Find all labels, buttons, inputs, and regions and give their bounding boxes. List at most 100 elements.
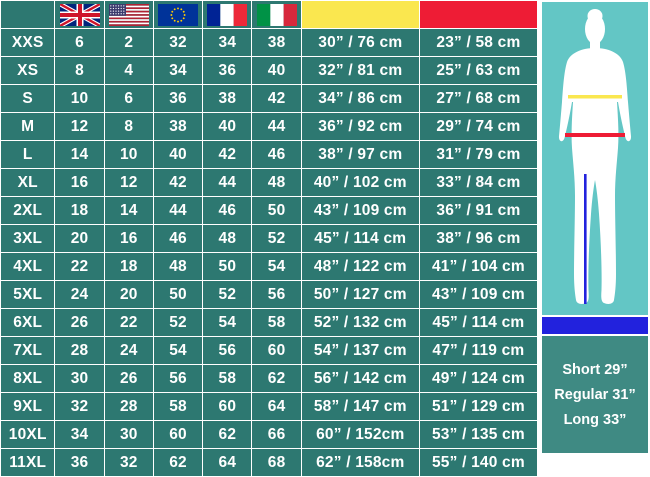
it-size-cell: 44 <box>252 113 301 140</box>
bust-measure-line <box>568 95 622 99</box>
measurement-guide-panel: Short 29” Regular 31” Long 33” <box>540 0 650 455</box>
fr-size-cell: 64 <box>203 449 252 476</box>
size-label-cell: 2XL <box>1 197 55 224</box>
uk-size-cell: 28 <box>55 337 104 364</box>
flag-fr-icon <box>207 3 248 26</box>
uk-size-cell: 36 <box>55 449 104 476</box>
uk-size-cell: 20 <box>55 225 104 252</box>
table-row: XXS 6 2 32 34 38 30” / 76 cm 23” / 58 cm <box>1 29 537 56</box>
waist-cell: 36” / 91 cm <box>419 197 537 224</box>
size-label-cell: 10XL <box>1 421 55 448</box>
it-size-cell: 68 <box>252 449 301 476</box>
eu-size-cell: 54 <box>153 337 203 364</box>
us-size-cell: 16 <box>104 225 153 252</box>
fr-size-cell: 48 <box>203 225 252 252</box>
uk-size-cell: 16 <box>55 169 104 196</box>
us-size-cell: 28 <box>104 393 153 420</box>
bust-cell: 62” / 158cm <box>301 449 419 476</box>
waist-cell: 41” / 104 cm <box>419 253 537 280</box>
table-row: 10XL 34 30 60 62 66 60” / 152cm 53” / 135 cm <box>1 421 537 448</box>
size-grid: XXS 6 2 32 34 38 30” / 76 cm 23” / 58 cm XS 8 4 34 3… <box>1 1 537 476</box>
us-size-cell: 20 <box>104 281 153 308</box>
it-size-cell: 58 <box>252 309 301 336</box>
it-size-cell: 62 <box>252 365 301 392</box>
it-size-cell: 42 <box>252 85 301 112</box>
uk-size-cell: 22 <box>55 253 104 280</box>
eu-size-cell: 50 <box>153 281 203 308</box>
eu-size-cell: 48 <box>153 253 203 280</box>
it-size-cell: 60 <box>252 337 301 364</box>
bust-cell: 54” / 137 cm <box>301 337 419 364</box>
bust-cell: 52” / 132 cm <box>301 309 419 336</box>
size-label-cell: 3XL <box>1 225 55 252</box>
size-label-cell: XXS <box>1 29 55 56</box>
eu-size-cell: 58 <box>153 393 203 420</box>
uk-size-cell: 14 <box>55 141 104 168</box>
us-size-cell: 2 <box>104 29 153 56</box>
fr-size-cell: 36 <box>203 57 252 84</box>
bust-cell: 60” / 152cm <box>301 421 419 448</box>
table-row: 8XL 30 26 56 58 62 56” / 142 cm 49” / 124 cm <box>1 365 537 392</box>
header-fr <box>203 1 252 28</box>
us-size-cell: 8 <box>104 113 153 140</box>
flag-uk-icon <box>59 3 100 26</box>
inseam-measure-line <box>584 174 587 304</box>
waist-cell: 33” / 84 cm <box>419 169 537 196</box>
uk-size-cell: 26 <box>55 309 104 336</box>
it-size-cell: 50 <box>252 197 301 224</box>
uk-size-cell: 30 <box>55 365 104 392</box>
bust-cell: 43” / 109 cm <box>301 197 419 224</box>
fr-size-cell: 38 <box>203 85 252 112</box>
bust-cell: 40” / 102 cm <box>301 169 419 196</box>
header-us <box>104 1 153 28</box>
inseam-option-short: Short 29” <box>562 361 628 378</box>
size-label-cell: S <box>1 85 55 112</box>
table-row: 5XL 24 20 50 52 56 50” / 127 cm 43” / 109 cm <box>1 281 537 308</box>
bust-cell: 36” / 92 cm <box>301 113 419 140</box>
eu-size-cell: 32 <box>153 29 203 56</box>
table-row: 6XL 26 22 52 54 58 52” / 132 cm 45” / 114 cm <box>1 309 537 336</box>
header-it <box>252 1 301 28</box>
bust-cell: 34” / 86 cm <box>301 85 419 112</box>
waist-cell: 53” / 135 cm <box>419 421 537 448</box>
us-size-cell: 10 <box>104 141 153 168</box>
header-uk <box>55 1 104 28</box>
size-label-cell: XS <box>1 57 55 84</box>
us-size-cell: 24 <box>104 337 153 364</box>
female-silhouette-icon <box>558 9 632 304</box>
header-corner-cell <box>1 1 55 28</box>
eu-size-cell: 60 <box>153 421 203 448</box>
it-size-cell: 48 <box>252 169 301 196</box>
eu-size-cell: 46 <box>153 225 203 252</box>
us-size-cell: 12 <box>104 169 153 196</box>
us-size-cell: 14 <box>104 197 153 224</box>
waist-header-bar <box>419 1 537 28</box>
it-size-cell: 56 <box>252 281 301 308</box>
table-row: 9XL 32 28 58 60 64 58” / 147 cm 51” / 129 cm <box>1 393 537 420</box>
bust-cell: 58” / 147 cm <box>301 393 419 420</box>
uk-size-cell: 34 <box>55 421 104 448</box>
bust-cell: 45” / 114 cm <box>301 225 419 252</box>
inseam-color-key <box>542 317 648 334</box>
size-label-cell: 7XL <box>1 337 55 364</box>
fr-size-cell: 62 <box>203 421 252 448</box>
inseam-option-long: Long 33” <box>563 411 627 428</box>
us-size-cell: 6 <box>104 85 153 112</box>
it-size-cell: 54 <box>252 253 301 280</box>
eu-size-cell: 38 <box>153 113 203 140</box>
table-header-row <box>1 1 537 28</box>
eu-size-cell: 52 <box>153 309 203 336</box>
yellow-bar-icon <box>301 1 419 28</box>
flag-it-icon <box>256 3 297 26</box>
table-row: XL 16 12 42 44 48 40” / 102 cm 33” / 84 cm <box>1 169 537 196</box>
us-size-cell: 4 <box>104 57 153 84</box>
eu-size-cell: 56 <box>153 365 203 392</box>
waist-cell: 43” / 109 cm <box>419 281 537 308</box>
eu-size-cell: 36 <box>153 85 203 112</box>
waist-cell: 25” / 63 cm <box>419 57 537 84</box>
table-row: M 12 8 38 40 44 36” / 92 cm 29” / 74 cm <box>1 113 537 140</box>
us-size-cell: 30 <box>104 421 153 448</box>
eu-size-cell: 40 <box>153 141 203 168</box>
bust-cell: 32” / 81 cm <box>301 57 419 84</box>
